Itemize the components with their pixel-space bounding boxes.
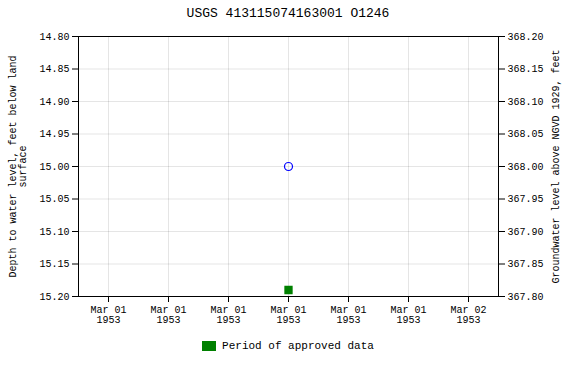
svg-text:Mar 011953: Mar 011953 xyxy=(90,305,126,326)
svg-text:15.00: 15.00 xyxy=(39,162,69,173)
svg-text:15.15: 15.15 xyxy=(39,259,69,270)
svg-text:14.85: 14.85 xyxy=(39,64,69,75)
svg-text:15.20: 15.20 xyxy=(39,292,69,303)
svg-text:15.10: 15.10 xyxy=(39,227,69,238)
svg-text:Mar 011953: Mar 011953 xyxy=(150,305,186,326)
svg-text:Mar 011953: Mar 011953 xyxy=(330,305,366,326)
svg-text:Mar 011953: Mar 011953 xyxy=(210,305,246,326)
svg-text:368.00: 368.00 xyxy=(508,162,544,173)
svg-text:Depth to water level, feet bel: Depth to water level, feet below landsur… xyxy=(8,55,29,277)
svg-text:368.05: 368.05 xyxy=(508,129,544,140)
html-text:USGS 413115074163001 O1246: USGS 413115074163001 O1246 xyxy=(186,6,390,21)
svg-text:367.85: 367.85 xyxy=(508,259,544,270)
svg-text:15.05: 15.05 xyxy=(39,194,69,205)
svg-text:Groundwater level above NGVD 1: Groundwater level above NGVD 1929, feet xyxy=(551,49,562,283)
svg-text:Mar 021953: Mar 021953 xyxy=(450,305,486,326)
svg-text:Mar 011953: Mar 011953 xyxy=(270,305,306,326)
svg-text:14.80: 14.80 xyxy=(39,32,69,43)
svg-text:368.15: 368.15 xyxy=(508,64,544,75)
svg-text:367.90: 367.90 xyxy=(508,227,544,238)
svg-text:Mar 011953: Mar 011953 xyxy=(390,305,426,326)
svg-text:367.95: 367.95 xyxy=(508,194,544,205)
html-text:Period of approved data: Period of approved data xyxy=(222,340,374,352)
svg-text:368.10: 368.10 xyxy=(508,97,544,108)
svg-text:368.20: 368.20 xyxy=(508,32,544,43)
svg-text:14.95: 14.95 xyxy=(39,129,69,140)
svg-text:367.80: 367.80 xyxy=(508,292,544,303)
svg-text:14.90: 14.90 xyxy=(39,97,69,108)
